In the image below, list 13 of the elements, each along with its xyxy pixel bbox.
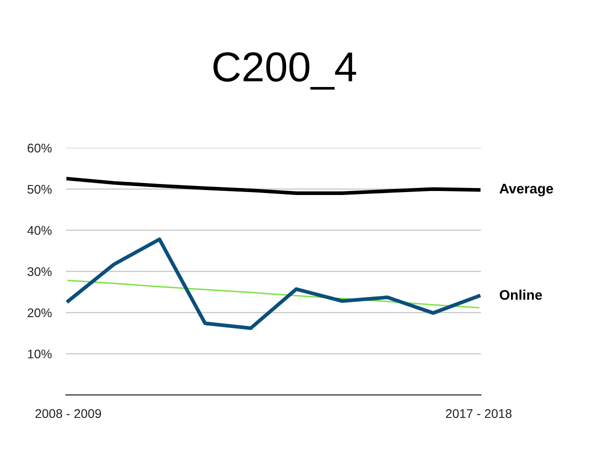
series-label: Online [500, 290, 542, 300]
y-tick-label: 60% [28, 144, 52, 153]
y-tick-label: 30% [28, 267, 52, 276]
chart-title: C200_4 [213, 52, 356, 90]
x-tick-label: 2017 - 2018 [446, 409, 512, 418]
line-series [66, 176, 480, 195]
x-tick-label: 2008 - 2009 [35, 409, 101, 418]
y-tick-label: 10% [28, 350, 52, 358]
y-tick-label: 20% [28, 308, 52, 318]
series-label: Average [500, 184, 554, 196]
y-tick-label: 50% [28, 184, 52, 194]
line-series [66, 237, 480, 330]
y-tick-label: 40% [27, 226, 52, 235]
